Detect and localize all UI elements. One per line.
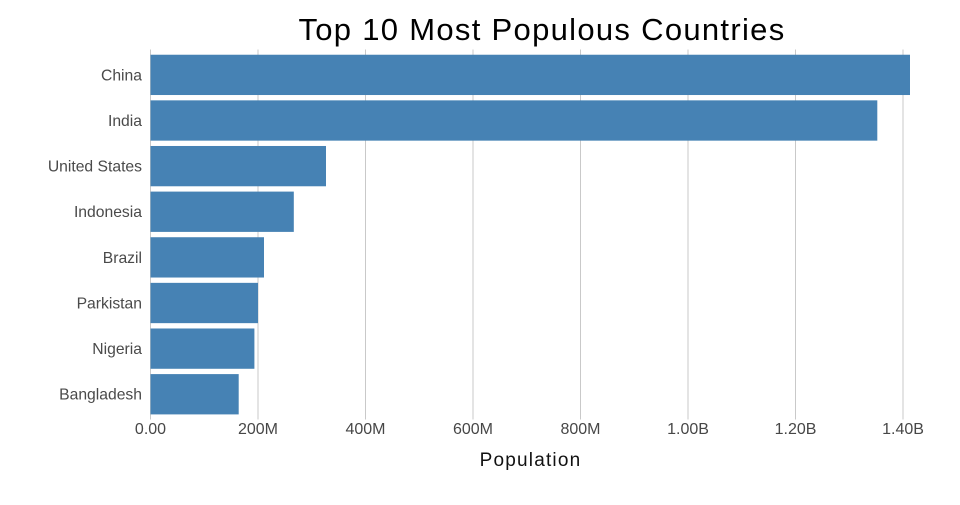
svg-text:Parkistan: Parkistan — [77, 296, 142, 313]
svg-text:1.20B: 1.20B — [775, 421, 817, 438]
svg-text:200M: 200M — [238, 421, 278, 438]
svg-text:Bangladesh: Bangladesh — [59, 387, 142, 404]
svg-text:Nigeria: Nigeria — [92, 341, 142, 358]
svg-text:India: India — [108, 113, 142, 130]
svg-text:United States: United States — [48, 159, 142, 176]
svg-text:Indonesia: Indonesia — [74, 204, 142, 221]
svg-text:Top 10 Most Populous Countries: Top 10 Most Populous Countries — [298, 12, 785, 47]
svg-text:0.00: 0.00 — [135, 421, 166, 438]
svg-text:400M: 400M — [345, 421, 385, 438]
svg-text:800M: 800M — [560, 421, 600, 438]
svg-text:1.00B: 1.00B — [667, 421, 709, 438]
svg-text:Population: Population — [480, 450, 582, 471]
svg-text:Brazil: Brazil — [103, 250, 142, 267]
svg-text:China: China — [101, 67, 142, 84]
svg-text:1.40B: 1.40B — [882, 421, 924, 438]
svg-text:600M: 600M — [453, 421, 493, 438]
